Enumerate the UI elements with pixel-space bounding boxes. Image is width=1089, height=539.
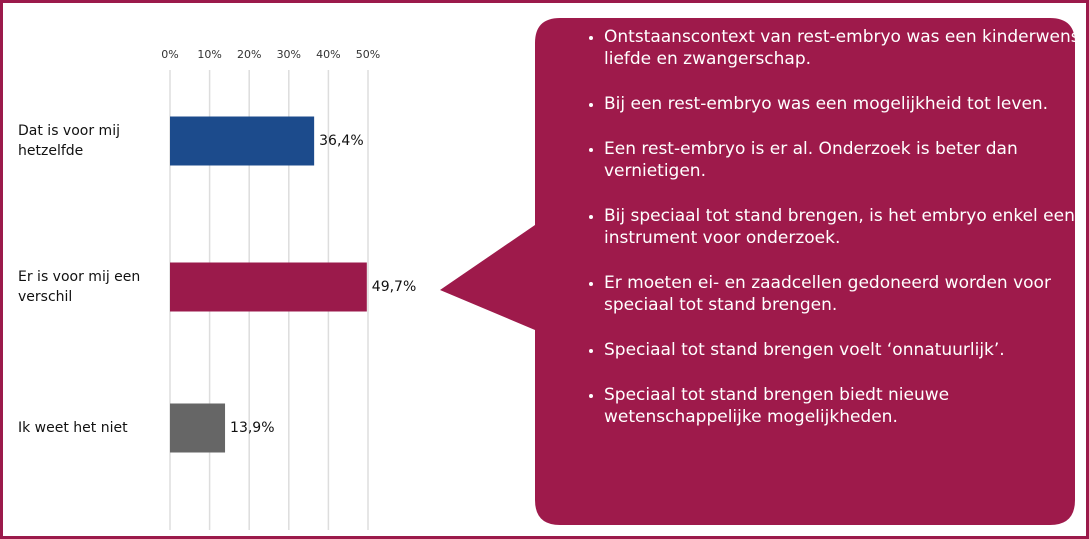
bullet-list: Ontstaanscontext van rest-embryo was een… <box>568 26 1089 451</box>
bullet-item: Ontstaanscontext van rest-embryo was een… <box>604 26 1089 70</box>
callout-box <box>440 18 1075 525</box>
x-tick-label: 50% <box>356 48 380 61</box>
x-tick-label: 40% <box>316 48 340 61</box>
bullet-item: Speciaal tot stand brengen biedt nieuwe … <box>604 384 1089 428</box>
bar <box>170 262 367 312</box>
x-tick-label: 10% <box>197 48 221 61</box>
value-label: 49,7% <box>371 279 417 295</box>
bar <box>170 403 226 453</box>
bullet-item: Een rest-embryo is er al. Onderzoek is b… <box>604 138 1089 182</box>
category-label: Ik weet het niet <box>18 420 128 436</box>
x-tick-label: 0% <box>161 48 178 61</box>
x-tick-label: 30% <box>277 48 301 61</box>
bullet-item: Bij een rest-embryo was een mogelijkheid… <box>604 93 1089 115</box>
bullet-item: Speciaal tot stand brengen voelt ‘onnatu… <box>604 339 1089 361</box>
category-label: Er is voor mij een verschil <box>18 269 141 305</box>
bullet-item: Er moeten ei- en zaadcellen gedoneerd wo… <box>604 272 1089 316</box>
category-label: Dat is voor mij hetzelfde <box>18 123 120 159</box>
value-label: 13,9% <box>230 420 275 436</box>
x-tick-label: 20% <box>237 48 261 61</box>
value-label: 36,4% <box>319 133 364 149</box>
bullet-item: Bij speciaal tot stand brengen, is het e… <box>604 205 1089 249</box>
bar <box>170 116 315 166</box>
